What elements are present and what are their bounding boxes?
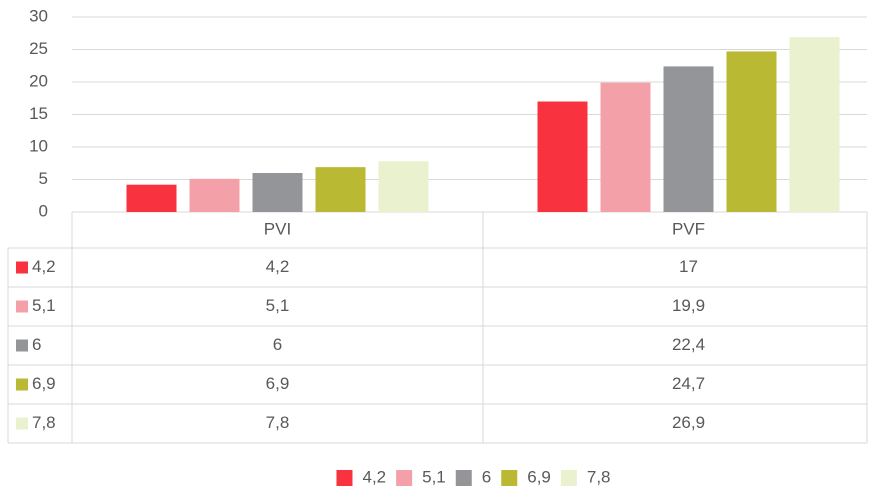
legend-key	[501, 470, 518, 486]
table-cell: 7,8	[266, 413, 290, 432]
table-row-label: 6,9	[32, 374, 56, 393]
bar	[378, 161, 429, 212]
table-legend-key	[16, 261, 28, 274]
x-tick-label: PVF	[672, 219, 705, 238]
table-row-label: 4,2	[32, 257, 56, 276]
table-legend-key	[16, 300, 28, 313]
legend-key	[336, 470, 353, 486]
y-tick-label: 10	[29, 136, 48, 155]
x-tick-label: PVI	[264, 219, 291, 238]
bar	[789, 37, 840, 213]
legend-label: 5,1	[422, 467, 446, 486]
table-cell: 17	[679, 257, 698, 276]
y-tick-label: 25	[29, 39, 48, 58]
table-row-label: 5,1	[32, 296, 56, 315]
y-tick-label: 20	[29, 71, 48, 90]
table-cell: 6	[273, 335, 282, 354]
bar	[252, 173, 303, 212]
table-cell: 4,2	[266, 257, 290, 276]
table-legend-key	[16, 417, 28, 430]
y-tick-label: 30	[29, 6, 48, 25]
legend-label: 6	[482, 467, 491, 486]
table-legend-key	[16, 339, 28, 352]
table-cell: 24,7	[672, 374, 705, 393]
y-tick-label: 5	[39, 169, 48, 188]
legend-label: 6,9	[527, 467, 551, 486]
legend-label: 4,2	[362, 467, 386, 486]
legend-key	[396, 470, 413, 486]
table-cell: 19,9	[672, 296, 705, 315]
bar	[726, 51, 777, 213]
table-cell: 26,9	[672, 413, 705, 432]
y-tick-label: 0	[39, 201, 48, 220]
bar	[537, 101, 588, 212]
table-row-label: 7,8	[32, 413, 56, 432]
table-row-label: 6	[32, 335, 41, 354]
bar	[600, 82, 651, 213]
table-cell: 22,4	[672, 335, 705, 354]
legend-label: 7,8	[587, 467, 611, 486]
y-tick-label: 15	[29, 104, 48, 123]
table-cell: 6,9	[266, 374, 290, 393]
bar	[315, 167, 366, 212]
table-legend-key	[16, 378, 28, 391]
bar	[189, 178, 240, 212]
bar	[126, 184, 177, 212]
bar	[663, 66, 714, 213]
table-cell: 5,1	[266, 296, 290, 315]
legend-key	[560, 470, 577, 486]
legend-key	[455, 470, 472, 486]
